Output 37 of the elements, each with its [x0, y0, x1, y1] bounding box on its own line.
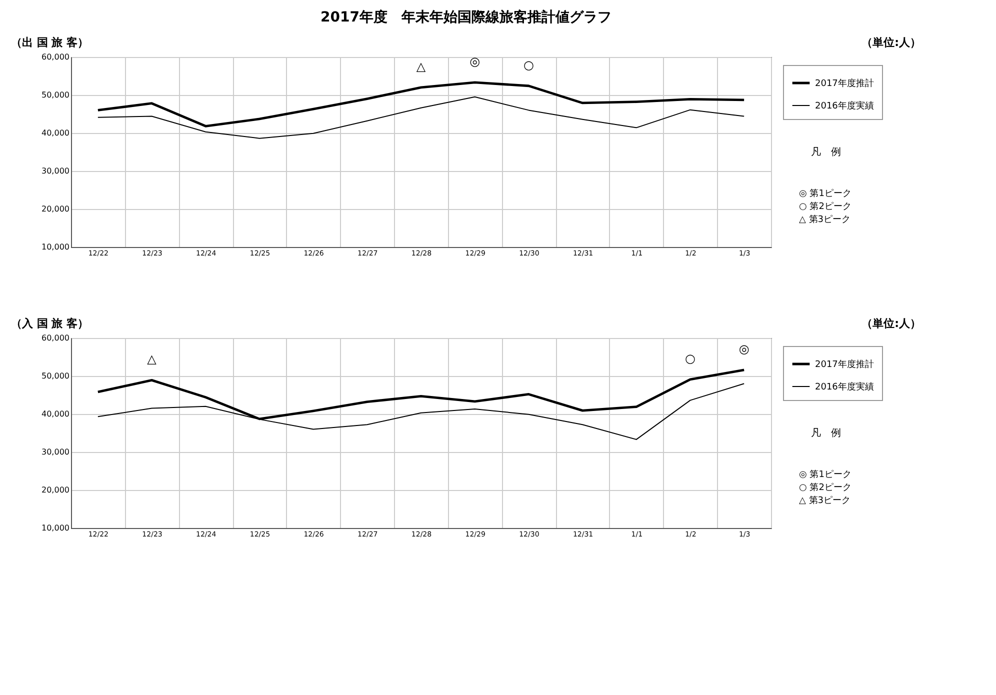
y-tick-label: 10,000 [42, 524, 70, 532]
chart-title: 2017年度 年末年始国際線旅客推計値グラフ [320, 8, 612, 26]
y-tick-label: 10,000 [42, 242, 70, 252]
annotation: △ [416, 59, 426, 74]
line-series [97, 96, 745, 139]
line-series [96, 81, 746, 128]
y-tick-label: 60,000 [42, 52, 70, 62]
text: ◎ 第1ピーク [799, 469, 852, 480]
chart-subtitle: （出 国 旅 客） [11, 36, 88, 49]
annotation: ○ [523, 58, 534, 72]
y-tick-label: 50,000 [42, 90, 70, 100]
text: ○ 第2ピーク [799, 201, 852, 212]
text: （単位:人） [862, 317, 921, 330]
text: ○ 第2ピーク [799, 482, 852, 493]
y-tick-label: 50,000 [42, 372, 70, 380]
legend-label: 2017年度推計 [815, 78, 874, 89]
text: 凡 例 [811, 428, 841, 439]
annotation: ◎ [470, 54, 480, 68]
legend-label: 2016年度実績 [815, 100, 874, 112]
y-tick-label: 40,000 [42, 410, 70, 418]
y-tick-label: 20,000 [42, 204, 70, 214]
legend-label: 2016年度実績 [815, 382, 874, 392]
chart-subtitle: （入 国 旅 客） [11, 317, 88, 330]
text: （単位:人） [862, 36, 921, 49]
y-tick-label: 30,000 [42, 448, 70, 456]
annotation: ○ [684, 351, 696, 366]
y-tick-label: 40,000 [42, 128, 70, 138]
legend-label: 2017年度推計 [815, 359, 874, 370]
annotation: ◎ [738, 342, 750, 356]
text: ◎ 第1ピーク [799, 188, 852, 199]
text: △ 第3ピーク [799, 214, 851, 225]
y-tick-label: 60,000 [42, 334, 70, 342]
annotation: △ [147, 352, 158, 366]
text: △ 第3ピーク [799, 495, 851, 506]
text: 凡 例 [811, 147, 841, 158]
y-tick-label: 30,000 [42, 166, 70, 176]
y-tick-label: 20,000 [42, 486, 70, 494]
